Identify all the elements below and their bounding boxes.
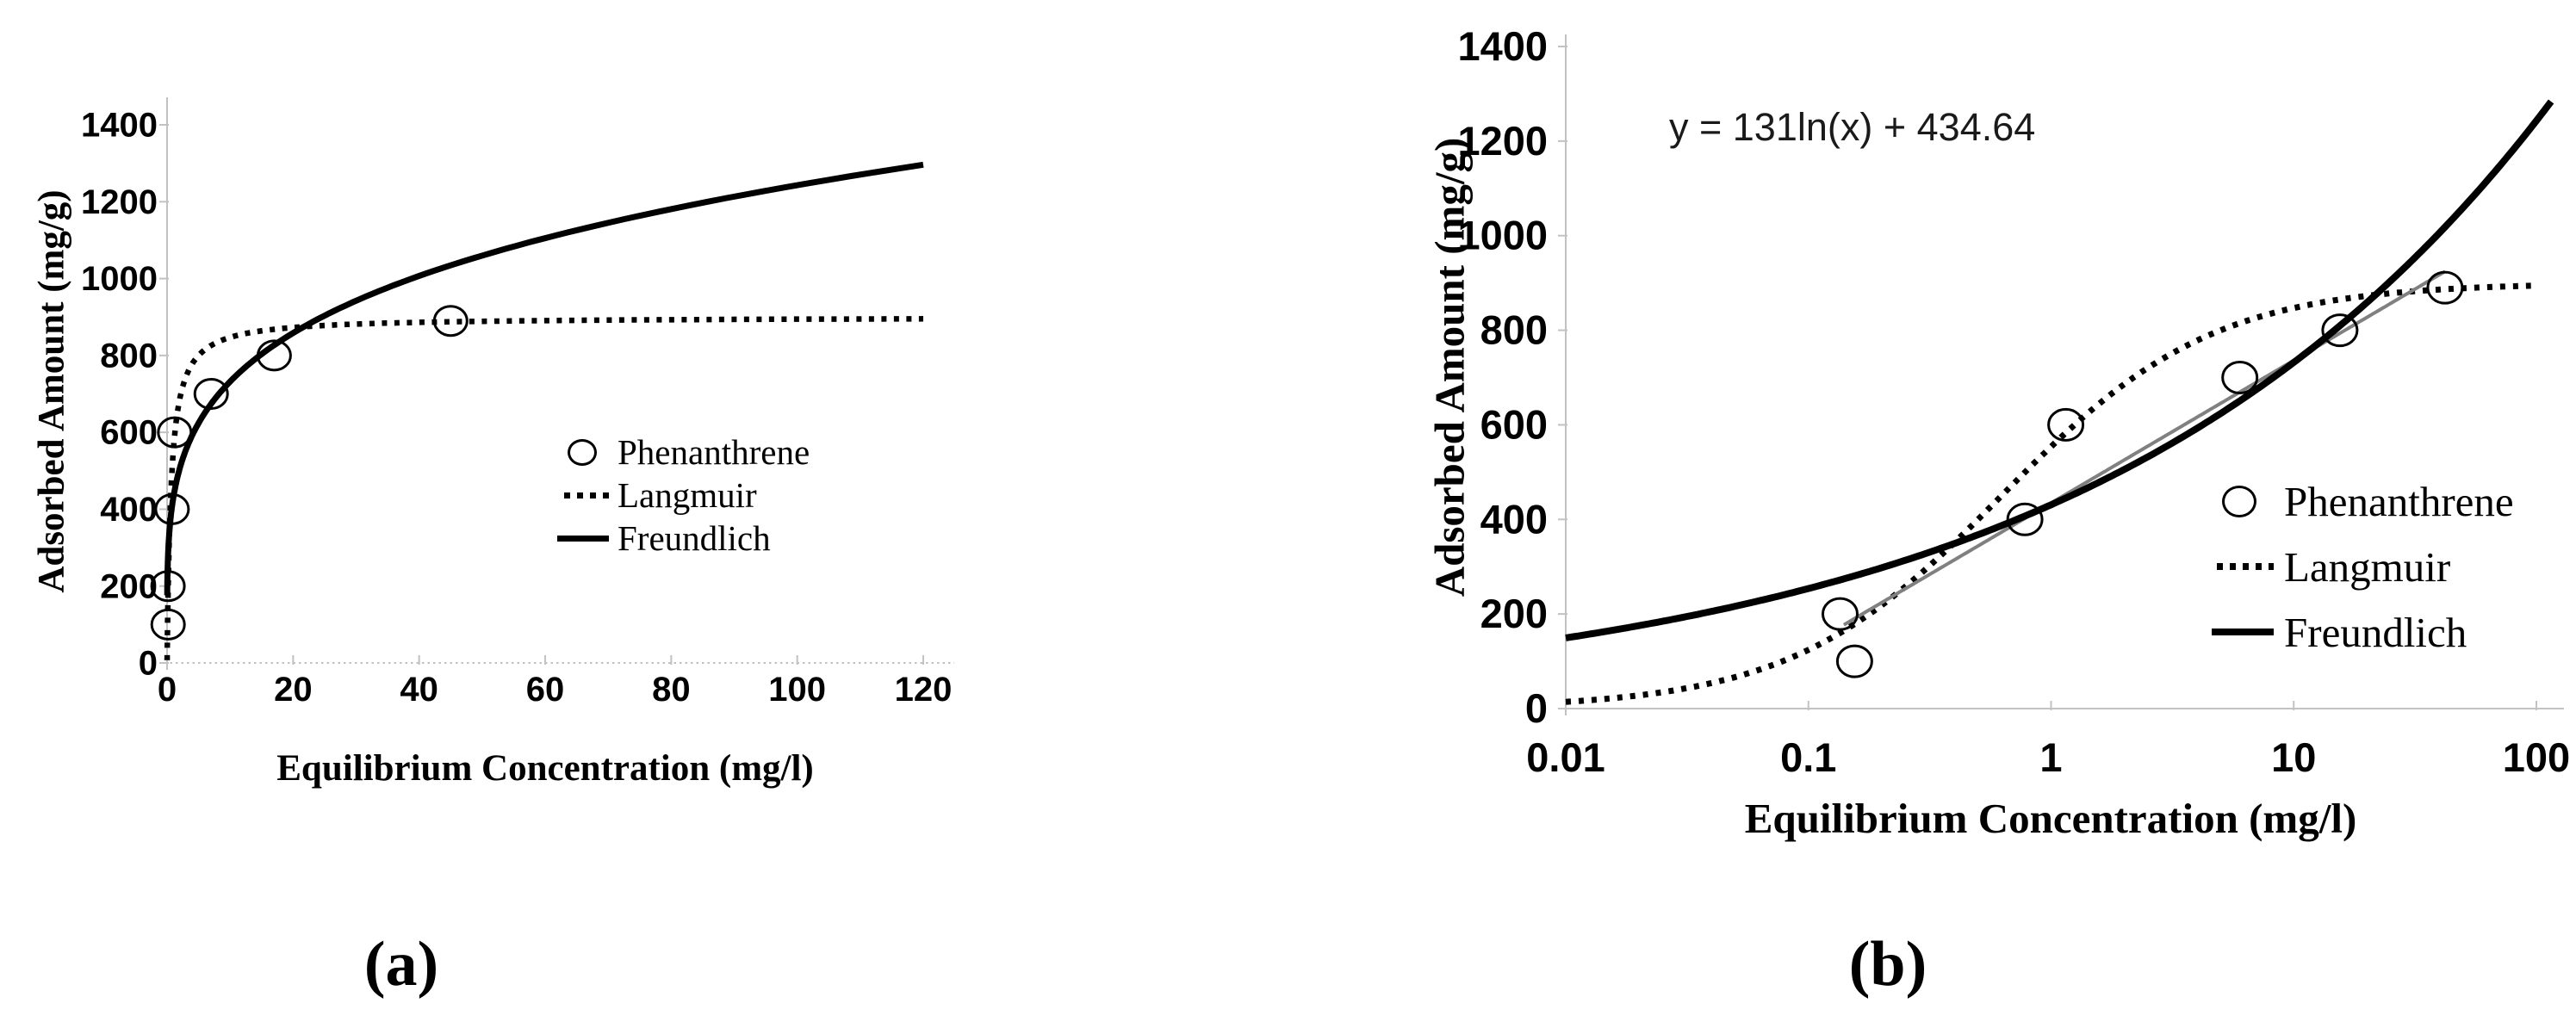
y-tick-label: 1000: [1457, 213, 1548, 258]
legend-item-freundlich: Freundlich: [2205, 599, 2514, 665]
data-point-circle: [256, 339, 292, 372]
legend-item-langmuir: Langmuir: [556, 474, 810, 517]
x-tick-label: 100: [768, 671, 826, 709]
chart-b-x-axis-title: Equilibrium Concentration (mg/l): [1744, 795, 2357, 842]
legend-label: Freundlich: [2284, 608, 2467, 656]
freundlich-curve: [1565, 99, 2554, 641]
y-tick-label: 600: [100, 414, 158, 452]
y-tick-label: 400: [100, 491, 158, 529]
x-tick-label: 100: [2503, 734, 2570, 780]
dotted-line-marker-icon: [564, 492, 609, 499]
open-circle-marker-icon: [568, 438, 597, 466]
data-point-circle: [2006, 502, 2044, 536]
x-tick-label: 10: [2271, 734, 2316, 780]
y-tick-label: 1200: [1457, 118, 1548, 164]
x-tick-label: 40: [400, 671, 438, 709]
x-tick-label: 1: [2039, 734, 2062, 780]
data-point-circle: [2321, 313, 2359, 348]
chart-b-trendline-equation: y = 131ln(x) + 434.64: [1669, 105, 2036, 149]
data-point-circle: [1822, 597, 1859, 631]
data-point-circle: [150, 570, 186, 603]
chart-a-legend: Phenanthrene Langmuir Freundlich: [556, 430, 810, 560]
data-point-circle: [150, 608, 186, 641]
data-point-circle: [2426, 270, 2464, 305]
legend-item-phenanthrene: Phenanthrene: [556, 430, 810, 474]
x-tick-label: 60: [526, 671, 565, 709]
legend-label: Langmuir: [2284, 542, 2451, 591]
y-tick-label: 0: [139, 645, 158, 683]
solid-line-marker-icon: [2212, 629, 2274, 635]
log-fit-line: [1842, 269, 2446, 627]
chart-a-x-axis-title: Equilibrium Concentration (mg/l): [276, 748, 814, 789]
data-point-circle: [2221, 361, 2259, 394]
freundlich-curve: [164, 161, 924, 597]
y-tick-label: 1400: [1457, 23, 1548, 69]
chart-b-y-axis-title: Adsorbed Amount (mg/g): [1425, 137, 1474, 598]
data-point-circle: [157, 416, 193, 449]
data-point-circle: [154, 492, 190, 525]
data-point-circle: [1835, 644, 1873, 678]
x-tick-label: 0.1: [1780, 734, 1836, 780]
x-tick-label: 20: [274, 671, 313, 709]
x-tick-label: 0: [158, 671, 177, 709]
legend-item-langmuir: Langmuir: [2205, 534, 2514, 599]
legend-item-phenanthrene: Phenanthrene: [2205, 468, 2514, 534]
y-tick-label: 200: [1480, 591, 1548, 636]
y-tick-label: 0: [1525, 685, 1548, 731]
y-tick-label: 1200: [81, 183, 158, 221]
solid-line-marker-icon: [557, 535, 609, 542]
y-tick-label: 800: [1480, 307, 1548, 353]
chart-a-y-axis-title: Adsorbed Amount (mg/g): [31, 189, 72, 593]
caption-b: (b): [1848, 929, 1927, 1000]
y-tick-label: 400: [1480, 496, 1548, 542]
y-tick-label: 200: [100, 567, 158, 605]
x-tick-label: 120: [895, 671, 953, 709]
legend-label: Freundlich: [618, 518, 771, 558]
y-tick-label: 1000: [81, 260, 158, 298]
open-circle-marker-icon: [2222, 485, 2256, 517]
caption-a: (a): [363, 929, 439, 1000]
data-point-circle: [432, 305, 469, 338]
x-tick-label: 0.01: [1526, 734, 1605, 780]
x-tick-label: 80: [652, 671, 691, 709]
dotted-line-marker-icon: [2217, 563, 2274, 570]
data-point-circle: [2047, 407, 2085, 442]
chart-b-legend: Phenanthrene Langmuir Freundlich: [2205, 468, 2514, 665]
legend-label: Phenanthrene: [2284, 477, 2514, 525]
legend-item-freundlich: Freundlich: [556, 517, 810, 560]
y-tick-label: 800: [100, 337, 158, 375]
legend-label: Phenanthrene: [618, 432, 810, 472]
data-point-circle: [193, 378, 229, 410]
y-tick-label: 600: [1480, 401, 1548, 447]
legend-label: Langmuir: [618, 475, 757, 515]
y-tick-label: 1400: [81, 107, 158, 145]
